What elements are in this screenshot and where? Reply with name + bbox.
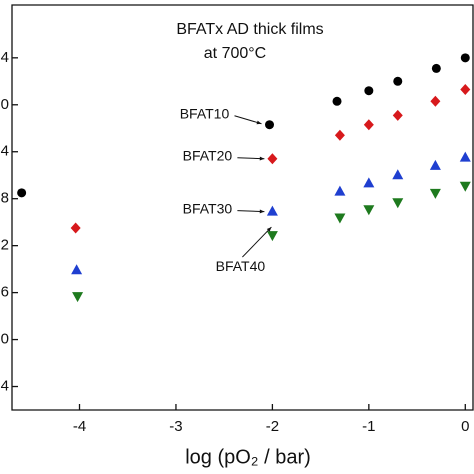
series-label: BFAT20 xyxy=(183,147,233,163)
x-tick-label: -3 xyxy=(169,418,182,435)
data-point xyxy=(266,231,278,242)
x-tick-label: -1 xyxy=(362,418,375,435)
chart-subtitle: at 700°C xyxy=(204,45,266,62)
data-point xyxy=(267,153,278,165)
data-point xyxy=(72,292,84,303)
data-point xyxy=(392,109,403,121)
x-tick-label: -4 xyxy=(73,418,86,435)
y-tick-label: 1.2 xyxy=(0,237,9,254)
data-point xyxy=(459,181,471,192)
data-point xyxy=(364,86,374,96)
data-point xyxy=(332,96,342,106)
arrow-head xyxy=(266,227,272,232)
data-point xyxy=(429,188,441,199)
data-point xyxy=(393,76,403,86)
x-axis-label: log (pO₂ / bar) xyxy=(185,446,311,468)
y-tick-label: 2.0 xyxy=(0,331,9,348)
chart-title: BFATx AD thick films xyxy=(176,21,323,38)
data-point xyxy=(363,177,375,188)
arrow-head xyxy=(259,156,265,161)
data-point xyxy=(265,120,275,130)
data-point xyxy=(429,159,441,170)
data-point xyxy=(71,264,83,275)
label-arrow xyxy=(234,115,262,125)
arrow-head xyxy=(259,209,265,214)
y-tick-label: 2.4 xyxy=(0,377,9,394)
data-point xyxy=(334,185,346,196)
y-tick-label: 0.8 xyxy=(0,190,9,207)
data-point xyxy=(460,84,471,96)
data-point xyxy=(334,129,345,141)
data-point xyxy=(431,63,441,73)
data-point xyxy=(430,95,441,107)
data-point xyxy=(392,198,404,209)
series-label: BFAT40 xyxy=(216,258,266,274)
label-arrow xyxy=(242,226,272,258)
y-tick-label: 0.0 xyxy=(0,96,9,113)
data-point xyxy=(70,222,81,234)
data-point xyxy=(460,53,470,63)
series-label: BFAT30 xyxy=(183,200,233,216)
data-point xyxy=(363,205,375,216)
data-point xyxy=(363,119,374,131)
data-point xyxy=(17,188,27,198)
x-tick-label: 0 xyxy=(461,418,469,435)
data-point xyxy=(392,169,404,180)
x-tick-label: -2 xyxy=(266,418,279,435)
y-tick-label: 0.4 xyxy=(0,49,9,66)
data-point xyxy=(266,205,278,216)
series-label: BFAT10 xyxy=(180,105,230,121)
data-point xyxy=(334,213,346,224)
plot-frame xyxy=(11,4,474,411)
y-tick-label: 0.4 xyxy=(0,143,9,160)
arrow-head xyxy=(256,120,262,125)
data-point xyxy=(459,151,471,162)
y-tick-label: 1.6 xyxy=(0,284,9,301)
